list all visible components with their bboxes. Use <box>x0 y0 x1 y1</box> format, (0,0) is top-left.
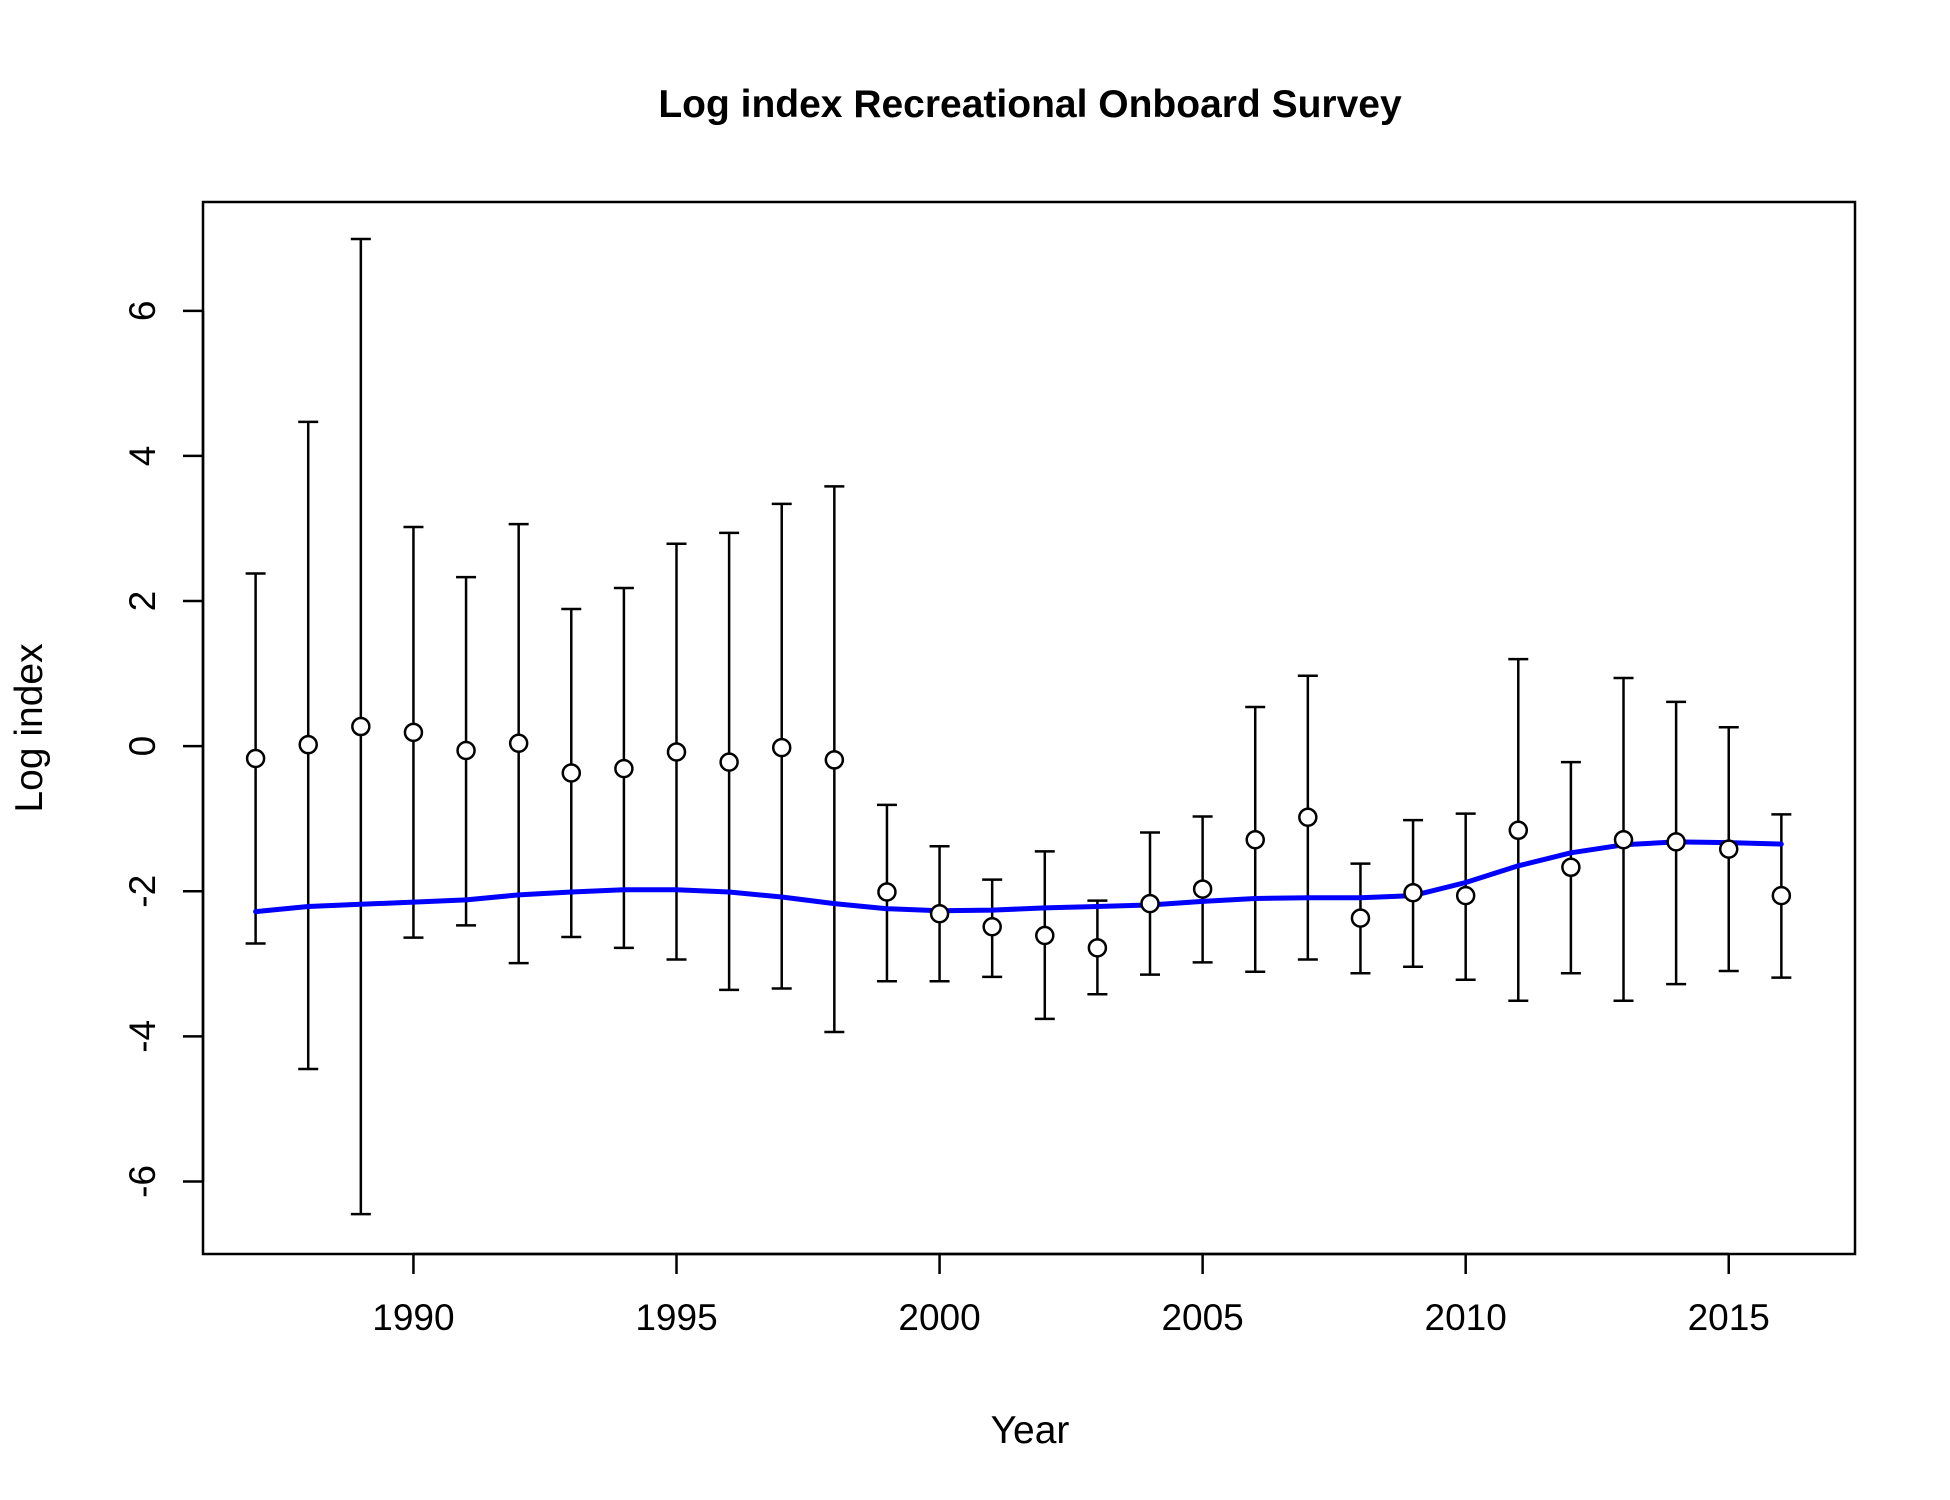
data-points <box>245 716 1792 958</box>
x-tick-label: 2015 <box>1688 1297 1770 1338</box>
y-axis: -6 -4 -2 0 2 4 6 <box>122 301 205 1198</box>
data-point <box>877 882 897 902</box>
data-point <box>1508 820 1529 841</box>
data-point <box>1613 829 1634 850</box>
data-point <box>1561 857 1581 878</box>
y-tick-label: -4 <box>122 1020 163 1053</box>
data-point <box>351 716 371 737</box>
data-point <box>982 917 1002 937</box>
data-point <box>1718 839 1739 859</box>
data-point <box>508 733 529 753</box>
data-point <box>614 758 634 779</box>
data-point <box>1192 879 1213 899</box>
x-axis: 1990 1995 2000 2005 2010 2015 <box>372 1252 1770 1338</box>
data-point <box>771 737 792 758</box>
x-tick-label: 2010 <box>1425 1297 1507 1338</box>
y-tick-label: -6 <box>122 1165 163 1198</box>
data-point <box>929 903 950 924</box>
data-point <box>456 740 476 761</box>
data-point <box>245 748 266 769</box>
data-point <box>719 752 739 772</box>
data-point <box>1666 832 1686 852</box>
data-point <box>1298 807 1318 827</box>
x-tick-label: 2000 <box>898 1297 980 1338</box>
y-tick-label: 2 <box>122 591 163 612</box>
plot-frame <box>201 200 1857 1256</box>
x-tick-label: 1995 <box>635 1297 717 1338</box>
data-point <box>1140 893 1160 914</box>
data-point <box>1455 885 1476 906</box>
y-tick-label: 0 <box>122 736 163 757</box>
data-point <box>1350 908 1371 928</box>
data-point <box>1771 885 1792 906</box>
y-tick-label: 6 <box>122 301 163 322</box>
data-point <box>1245 829 1265 850</box>
data-point <box>298 734 318 755</box>
data-point <box>666 742 687 762</box>
chart-title: Log index Recreational Onboard Survey <box>658 83 1402 126</box>
fitted-line-layer <box>253 839 1784 915</box>
y-tick-label: 4 <box>122 446 163 467</box>
data-point <box>1087 938 1108 958</box>
data-point <box>561 763 582 783</box>
x-axis-label: Year <box>991 1409 1070 1452</box>
x-tick-label: 1990 <box>372 1297 454 1338</box>
fitted-line <box>253 839 1784 915</box>
x-tick-label: 2005 <box>1161 1297 1243 1338</box>
data-point <box>1403 882 1423 903</box>
y-tick-label: -2 <box>122 875 163 908</box>
data-point <box>403 722 424 743</box>
error-bars <box>245 237 1792 1216</box>
data-point <box>824 750 845 770</box>
y-axis-label: Log index <box>8 643 51 813</box>
data-point <box>1035 925 1055 946</box>
